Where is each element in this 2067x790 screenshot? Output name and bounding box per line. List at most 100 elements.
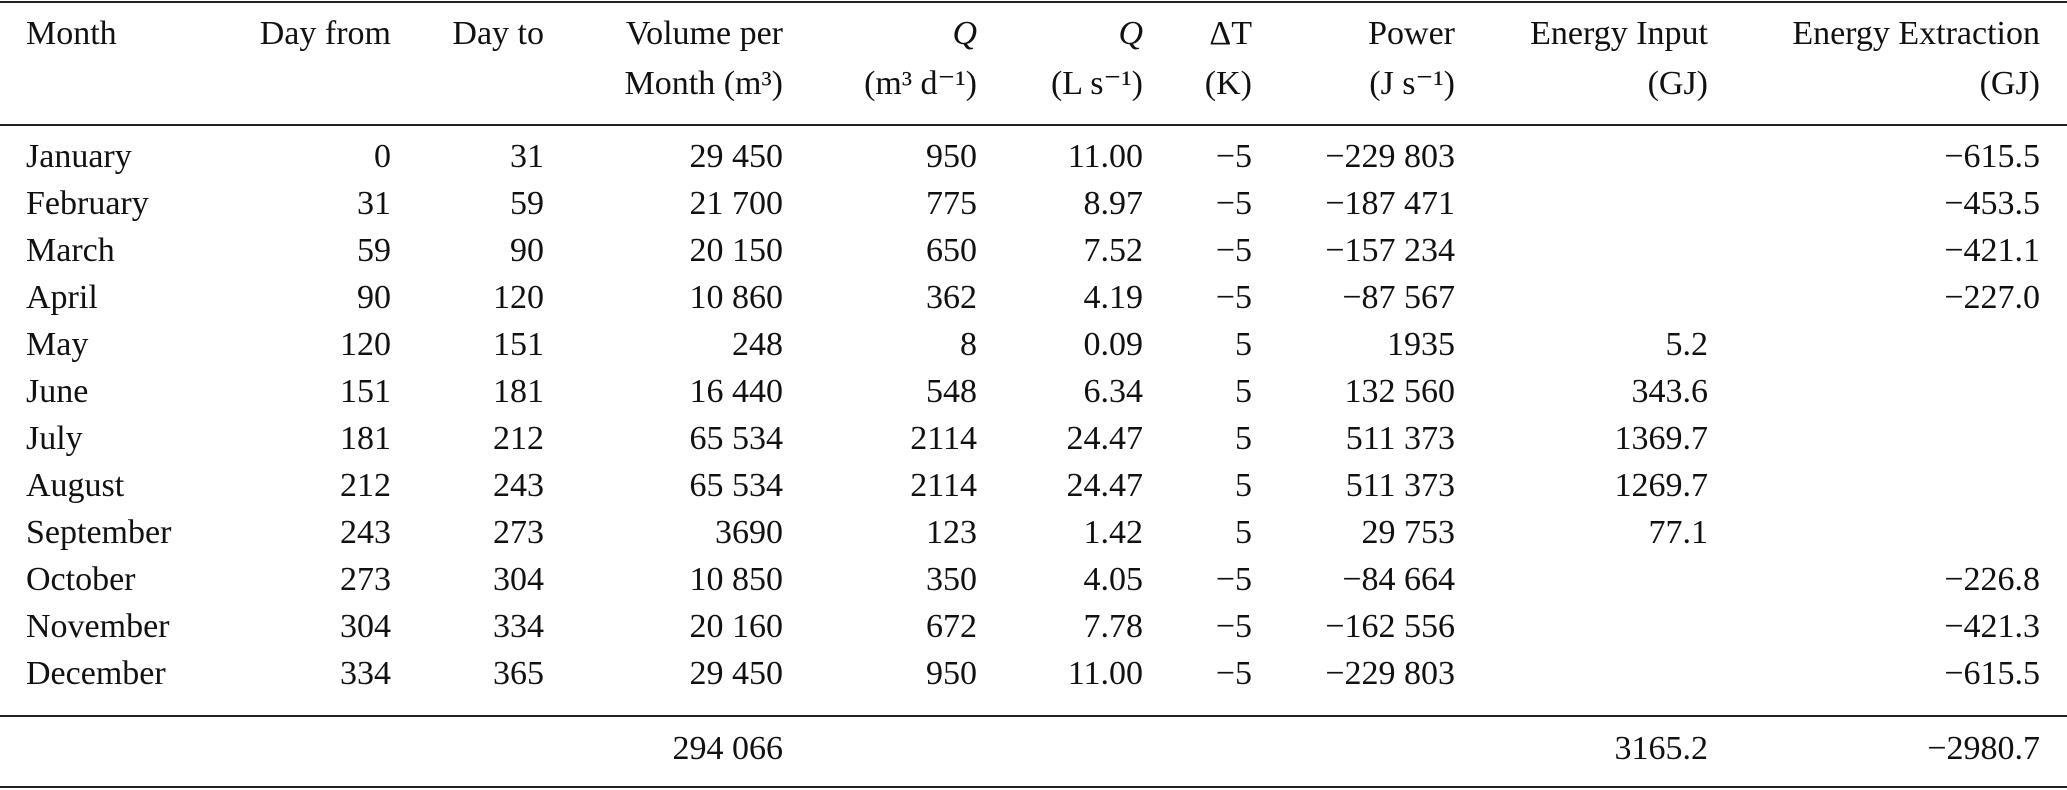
table-cell: 77.1 [1648,514,1709,551]
table-cell: 5 [1235,420,1252,457]
table-cell: 243 [493,467,544,504]
table-cell: 21 700 [689,185,784,222]
table-cell: 775 [926,185,977,222]
column-header: ΔT [1209,15,1252,52]
table-cell: September [26,514,172,551]
table-cell: 548 [926,373,977,410]
table-cell: January [26,138,132,175]
table-cell: 20 150 [689,232,784,269]
table-cell: −5 [1215,279,1252,316]
table-cell: 4.19 [1083,279,1144,316]
table-cell: March [26,232,115,269]
column-header: Energy Extraction [1792,15,2040,52]
table-cell: 31 [510,138,544,175]
table-cell: April [26,279,98,316]
table-cell: 1935 [1387,326,1455,363]
table-cell: 1.42 [1083,514,1144,551]
table-cell: 950 [926,138,977,175]
table-cell: 511 373 [1345,420,1455,457]
table-cell: 90 [510,232,544,269]
table-cell: 1369.7 [1614,420,1709,457]
table-cell: −453.5 [1944,185,2040,222]
table-cell: 29 753 [1361,514,1456,551]
table-cell: −229 803 [1325,655,1455,692]
table-cell: 334 [340,655,391,692]
table-cell: 304 [340,608,391,645]
column-header: Month (m³) [624,65,783,102]
table-cell: −421.3 [1944,608,2040,645]
total-cell: 294 066 [672,730,784,767]
table-cell: −615.5 [1944,138,2040,175]
table-cell: −84 664 [1342,561,1455,598]
top-rule [0,1,2067,3]
table-cell: 8 [960,326,977,363]
table-cell: 672 [926,608,977,645]
table-cell: 343.6 [1631,373,1709,410]
table-cell: 7.52 [1083,232,1144,269]
table-cell: 59 [510,185,544,222]
table-cell: 212 [493,420,544,457]
column-header: Power [1368,15,1455,52]
table-cell: November [26,608,170,645]
table-cell: −615.5 [1944,655,2040,692]
table-cell: 2114 [910,420,977,457]
column-header: Day from [259,15,391,52]
table-cell: 181 [340,420,391,457]
column-header: (GJ) [1647,65,1708,102]
table-cell: 243 [340,514,391,551]
table-cell: 90 [357,279,391,316]
table-cell: 10 860 [689,279,784,316]
table-cell: 5.2 [1665,326,1709,363]
table-cell: −226.8 [1944,561,2040,598]
table-cell: −187 471 [1325,185,1455,222]
table-cell: August [26,467,125,504]
table-cell: −157 234 [1325,232,1455,269]
table-cell: 24.47 [1066,420,1144,457]
table-cell: 11.00 [1067,655,1143,692]
column-header: Day to [452,15,544,52]
table-cell: 1269.7 [1614,467,1709,504]
table-cell: 2114 [910,467,977,504]
column-header: Energy Input [1530,15,1708,52]
table-cell: 5 [1235,373,1252,410]
table-cell: 950 [926,655,977,692]
table-cell: 120 [340,326,391,363]
table-cell: 3690 [715,514,783,551]
table-cell: 132 560 [1344,373,1456,410]
table-cell: 248 [732,326,783,363]
table-cell: 65 534 [689,467,784,504]
table-cell: −5 [1215,608,1252,645]
column-header: (K) [1204,65,1252,102]
table-cell: 16 440 [689,373,784,410]
header-rule [0,124,2067,126]
table-cell: October [26,561,136,598]
table-cell: 29 450 [689,138,784,175]
table-cell: 65 534 [689,420,784,457]
table-cell: −227.0 [1944,279,2040,316]
table-cell: 29 450 [689,655,784,692]
table-cell: 8.97 [1083,185,1144,222]
table-cell: −5 [1215,138,1252,175]
table-cell: May [26,326,89,363]
table-cell: February [26,185,149,222]
table-cell: 5 [1235,514,1252,551]
table-cell: 59 [357,232,391,269]
table-cell: 6.34 [1083,373,1144,410]
column-header: Q [1118,15,1143,52]
total-rule [0,715,2067,717]
column-header: (L s⁻¹) [1050,65,1143,102]
table-cell: December [26,655,166,692]
table-cell: 11.00 [1067,138,1143,175]
table-cell: 4.05 [1083,561,1144,598]
table-cell: 151 [340,373,391,410]
table-cell: 0 [374,138,391,175]
table-cell: −5 [1215,232,1252,269]
table-cell: 334 [493,608,544,645]
table-cell: −162 556 [1325,608,1455,645]
table-cell: 20 160 [689,608,784,645]
total-cell: 3165.2 [1614,730,1709,767]
table-cell: July [26,420,83,457]
column-header: Volume per [625,15,783,52]
table-cell: −87 567 [1342,279,1455,316]
